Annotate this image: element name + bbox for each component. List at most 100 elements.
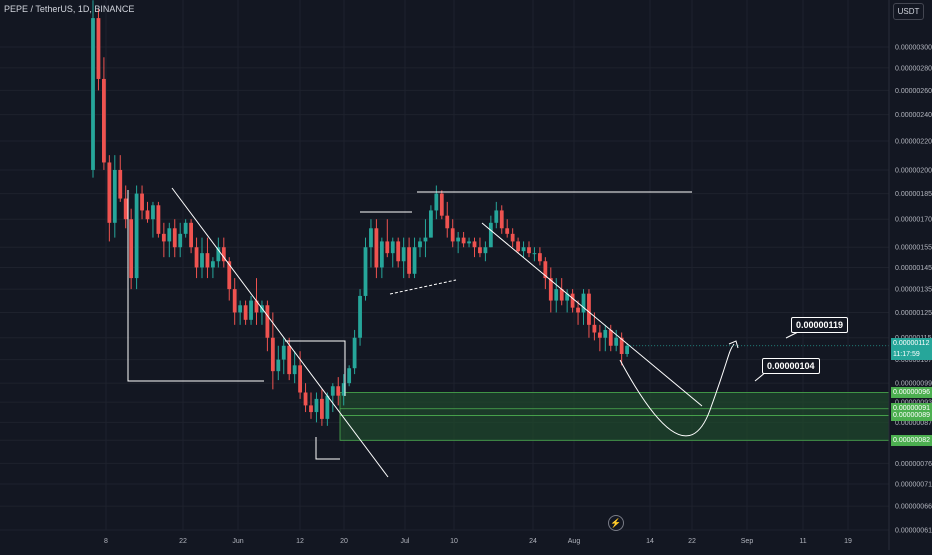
candle[interactable] [243,300,248,325]
candle[interactable] [619,332,624,366]
candle[interactable] [303,383,308,413]
candle[interactable] [172,219,177,258]
candle[interactable] [352,329,357,375]
candle[interactable] [467,237,471,248]
dashed-trendline-drawing[interactable] [389,279,457,295]
candle[interactable] [456,231,461,254]
candle[interactable] [401,237,406,279]
candle[interactable] [429,205,433,238]
candle[interactable] [221,237,226,268]
candle[interactable] [91,0,95,178]
candle[interactable] [358,289,362,346]
candle[interactable] [211,257,215,279]
candle[interactable] [341,374,346,406]
candle[interactable] [330,383,335,413]
range-box-drawing[interactable] [127,190,264,382]
arrow-head-drawing[interactable] [728,340,739,349]
candle[interactable] [396,237,401,268]
candle[interactable] [292,351,297,384]
candle[interactable] [418,237,422,258]
candle[interactable] [472,237,477,258]
candle[interactable] [145,201,150,223]
range-box-drawing[interactable] [315,437,340,460]
candle[interactable] [412,237,417,279]
candle[interactable] [614,329,619,352]
trendline-drawing[interactable] [171,187,389,478]
candle[interactable] [385,219,390,258]
candle[interactable] [570,289,575,313]
projection-curve-drawing[interactable] [619,343,735,437]
candle[interactable] [565,289,570,313]
candle[interactable] [178,222,183,258]
candle[interactable] [597,324,602,352]
target-callout[interactable]: 0.00000119 [791,317,849,333]
candle[interactable] [129,208,134,290]
candle[interactable] [445,201,450,238]
candle[interactable] [325,392,330,426]
candle[interactable] [347,365,352,387]
candle[interactable] [538,247,542,266]
candle[interactable] [232,278,237,325]
candle[interactable] [123,185,128,229]
candle[interactable] [559,278,564,306]
candle[interactable] [423,219,428,258]
candle[interactable] [238,300,243,325]
candle[interactable] [532,247,537,262]
candle[interactable] [227,257,232,301]
candle[interactable] [543,257,548,290]
currency-badge[interactable]: USDT [893,3,924,20]
candle[interactable] [576,300,580,325]
candle[interactable] [161,222,166,258]
candle[interactable] [102,57,106,170]
candle[interactable] [194,237,199,279]
candle[interactable] [379,237,384,279]
candle[interactable] [309,392,313,419]
support-zone[interactable] [339,392,890,441]
candle[interactable] [483,241,488,262]
candle[interactable] [200,237,204,279]
candle[interactable] [265,300,270,352]
candle[interactable] [390,237,395,268]
candle[interactable] [167,222,172,258]
candle[interactable] [140,185,144,220]
candle[interactable] [603,324,608,352]
candle[interactable] [276,345,281,381]
candle[interactable] [112,155,117,238]
candle[interactable] [189,219,193,254]
candle[interactable] [156,201,161,238]
candle[interactable] [478,237,482,258]
candle[interactable] [505,219,510,238]
candle[interactable] [527,241,531,258]
candle[interactable] [216,237,221,268]
candle[interactable] [107,155,112,242]
candle[interactable] [516,237,520,254]
candle[interactable] [439,190,444,220]
candle[interactable] [407,237,411,279]
candle[interactable] [134,185,139,290]
candle[interactable] [587,289,591,338]
candle[interactable] [249,295,253,325]
candle[interactable] [96,9,101,91]
candle[interactable] [281,337,286,375]
candle[interactable] [320,389,324,426]
candle[interactable] [434,185,439,220]
candle[interactable] [151,201,155,238]
candle[interactable] [548,267,553,313]
candle[interactable] [118,155,123,202]
candle[interactable] [521,241,526,258]
lightning-icon[interactable]: ⚡ [608,515,624,531]
target-callout[interactable]: 0.00000104 [762,358,820,374]
candle[interactable] [314,392,319,423]
trendline-drawing[interactable] [481,222,703,407]
candle[interactable] [488,215,493,248]
candle[interactable] [625,343,629,357]
candle[interactable] [270,312,275,390]
candle[interactable] [336,377,341,406]
candle[interactable] [499,205,504,234]
range-box-drawing[interactable] [285,340,346,396]
candle[interactable] [369,219,373,268]
candle[interactable] [183,219,188,238]
candle[interactable] [608,324,613,352]
